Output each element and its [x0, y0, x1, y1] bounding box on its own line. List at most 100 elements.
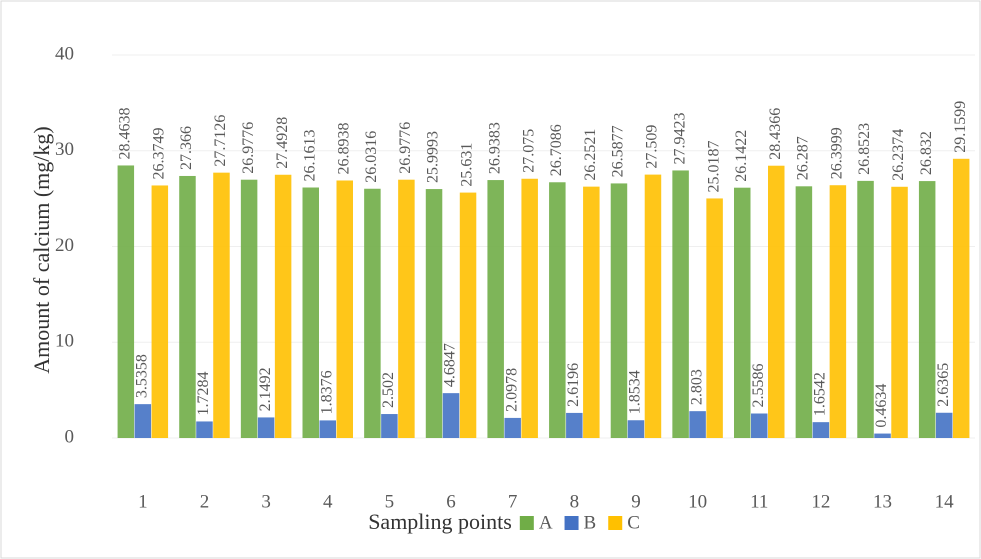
value-label: 29.1599: [952, 101, 969, 153]
bar: [645, 175, 662, 438]
bar: [337, 180, 354, 438]
value-label: 26.8523: [856, 123, 873, 175]
x-tick-label: 12: [811, 491, 830, 512]
value-label: 28.4638: [116, 107, 133, 159]
bar: [830, 185, 847, 438]
bar: [549, 182, 566, 438]
value-label: 27.075: [520, 129, 537, 173]
value-label: 2.6365: [935, 363, 952, 407]
bar: [426, 189, 443, 438]
bar: [751, 414, 768, 438]
value-label: 27.366: [178, 126, 195, 170]
bar: [303, 188, 320, 438]
value-label: 26.9776: [240, 122, 257, 174]
value-label: 25.9993: [425, 131, 442, 183]
bar: [689, 411, 706, 438]
legend-label: B: [584, 512, 597, 533]
value-label: 26.5877: [610, 125, 627, 177]
bar: [196, 421, 213, 438]
x-tick-label: 3: [261, 491, 271, 512]
value-label: 2.0978: [503, 368, 520, 412]
x-tick-label: 9: [631, 491, 641, 512]
bar: [521, 179, 538, 438]
bar: [320, 420, 337, 438]
value-label: 26.8938: [335, 122, 352, 174]
y-tick-label: 10: [55, 331, 74, 352]
bar: [857, 181, 874, 438]
value-label: 25.0187: [705, 140, 722, 192]
bar: [919, 181, 936, 438]
bar: [706, 198, 723, 438]
value-label: 26.832: [918, 131, 935, 175]
bar: [936, 413, 953, 438]
x-axis-title: Sampling points: [368, 509, 512, 534]
value-label: 26.1422: [733, 130, 750, 182]
value-label: 26.7086: [548, 124, 565, 176]
value-label: 2.1492: [257, 367, 274, 411]
bar: [275, 175, 292, 438]
bar: [487, 180, 504, 438]
x-tick-label: 10: [688, 491, 707, 512]
bar: [398, 180, 415, 438]
x-tick-label: 4: [323, 491, 333, 512]
x-tick-label: 11: [750, 491, 768, 512]
bar: [504, 418, 521, 438]
value-label: 27.4928: [274, 117, 291, 169]
page: {"chart_data": {"type": "bar", "x_label"…: [0, 0, 981, 559]
bar: [258, 417, 275, 438]
legend-swatch: [608, 516, 622, 530]
value-label: 1.6542: [812, 372, 829, 416]
x-tick-label: 2: [200, 491, 210, 512]
value-label: 3.5358: [133, 354, 150, 398]
value-label: 27.7126: [212, 115, 229, 167]
value-label: 26.2374: [890, 129, 907, 181]
value-label: 2.502: [380, 372, 397, 408]
x-tick-label: 8: [570, 491, 580, 512]
y-tick-label: 20: [55, 235, 74, 256]
chart: Amount of calcium (mg/kg) 0 10 20 30 40 1 28.4…: [0, 0, 981, 559]
x-tick-label: 14: [935, 491, 955, 512]
y-tick-label: 0: [65, 426, 75, 447]
legend-label: C: [627, 512, 640, 533]
value-label: 1.7284: [195, 371, 212, 415]
bar: [813, 422, 830, 438]
y-tick-label: 30: [55, 139, 74, 160]
bar: [874, 434, 891, 438]
value-label: 27.9423: [671, 112, 688, 164]
bar: [628, 420, 645, 438]
bar: [768, 166, 785, 438]
bar: [118, 165, 135, 438]
value-label: 2.5586: [750, 364, 767, 408]
value-label: 26.9776: [397, 122, 414, 174]
value-label: 2.803: [688, 369, 705, 405]
value-label: 27.509: [644, 125, 661, 169]
value-label: 26.1613: [301, 130, 318, 182]
legend-swatch: [520, 516, 534, 530]
bar: [443, 393, 460, 438]
bar: [460, 193, 477, 438]
value-label: 2.6196: [565, 363, 582, 407]
value-label: 25.631: [459, 143, 476, 187]
y-axis-title: Amount of calcium (mg/kg): [29, 126, 54, 373]
value-label: 26.2521: [582, 129, 599, 181]
value-label: 26.3999: [829, 127, 846, 179]
legend-label: A: [539, 512, 553, 533]
bar: [364, 189, 381, 438]
legend-swatch: [565, 516, 579, 530]
value-label: 0.4634: [873, 384, 890, 428]
bar: [381, 414, 398, 438]
bar: [891, 187, 908, 438]
bar: [734, 188, 751, 438]
bar: [135, 404, 152, 438]
bar: [583, 187, 600, 438]
bar: [953, 159, 970, 438]
value-label: 1.8534: [627, 370, 644, 414]
y-tick-label: 40: [55, 43, 74, 64]
x-tick-label: 13: [873, 491, 892, 512]
bar: [611, 183, 628, 438]
bar: [796, 186, 813, 438]
bar: [179, 176, 196, 438]
value-label: 1.8376: [318, 370, 335, 414]
bar: [241, 180, 258, 438]
x-tick-label: 1: [138, 491, 148, 512]
